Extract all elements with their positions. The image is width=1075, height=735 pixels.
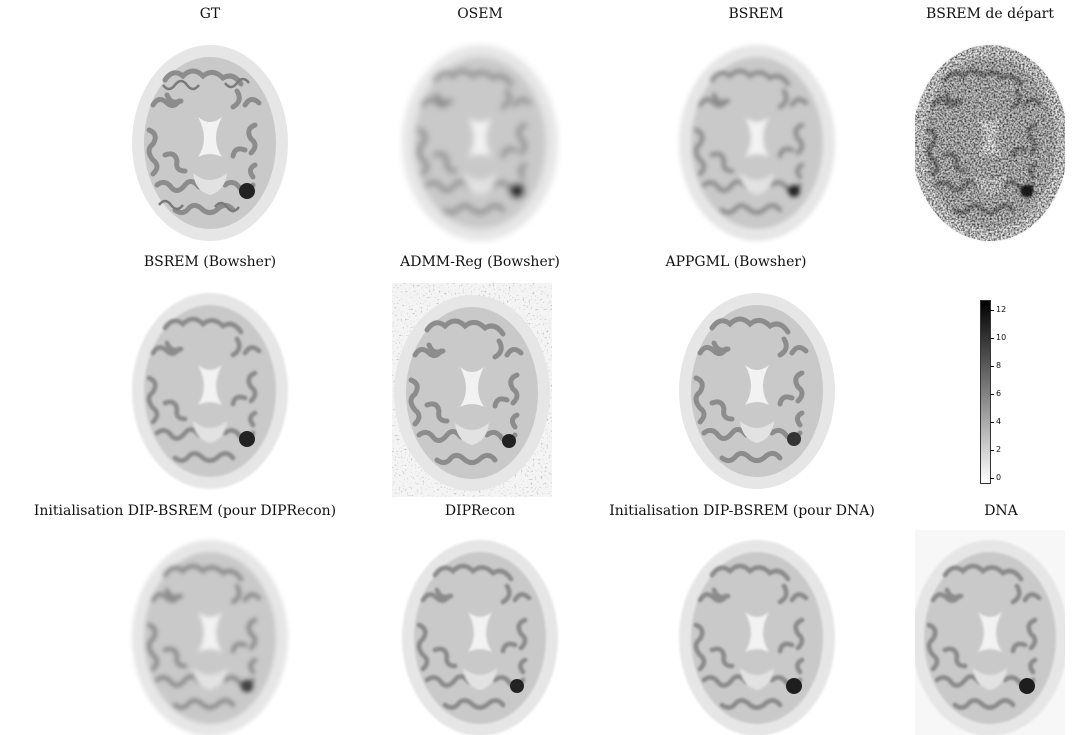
brain-image-osem-svg [375,35,585,245]
brain-image-bsrem-bowsher [105,283,315,493]
panel-title-init-dip-bsrem-diprecon: Initialisation DIP-BSREM (pour DIPRecon) [33,503,337,519]
brain-image-init-dip-bsrem-diprecon [105,530,315,735]
panel-title-init-dip-bsrem-dna: Initialisation DIP-BSREM (pour DNA) [609,503,875,519]
brain-image-dna [915,530,1065,735]
brain-image-dna-svg [915,530,1065,735]
brain-image-appgml-bowsher-svg [652,283,862,493]
colorbar-tick-8: 8 [996,361,1002,370]
panel-title-dna: DNA [984,503,1018,519]
brain-image-bsrem-depart-svg [915,35,1065,245]
brain-image-init-dip-bsrem-dna [652,530,862,735]
colorbar-tick-6: 6 [996,389,1002,398]
panel-title-admm-reg-bowsher: ADMM-Reg (Bowsher) [400,254,560,270]
panel-title-bsrem-depart: BSREM de départ [926,6,1054,22]
brain-image-admm-reg-bowsher-svg [392,283,552,497]
brain-image-bsrem-svg [652,35,862,245]
colorbar-tick-0: 0 [996,473,1002,482]
panel-title-bsrem-bowsher: BSREM (Bowsher) [143,254,277,270]
colorbar-tick-10: 10 [996,333,1007,342]
panel-title-osem: OSEM [457,6,503,22]
panel-title-diprecon: DIPRecon [444,503,516,519]
colorbar [980,300,991,484]
lesion-gt [239,183,255,199]
panel-title-gt: GT [199,6,221,22]
brain-image-init-dip-bsrem-dna-svg [652,530,862,735]
brain-image-bsrem-bowsher-svg [105,283,315,493]
colorbar-tick-12: 12 [996,305,1007,314]
colorbar-tick-4: 4 [996,417,1002,426]
brain-image-diprecon [375,530,585,735]
brain-image-diprecon-svg [375,530,585,735]
brain-image-init-dip-bsrem-diprecon-svg [105,530,315,735]
colorbar-tick-2: 2 [996,445,1002,454]
brain-image-bsrem-depart [915,35,1065,245]
brain-image-osem [375,35,585,245]
brain-image-gt-svg [105,35,315,245]
brain-image-bsrem [652,35,862,245]
panel-title-appgml-bowsher: APPGML (Bowsher) [665,254,807,270]
brain-image-admm-reg-bowsher [392,283,552,497]
brain-image-gt [105,35,315,245]
brain-image-appgml-bowsher [652,283,862,493]
panel-title-bsrem: BSREM [728,6,784,22]
